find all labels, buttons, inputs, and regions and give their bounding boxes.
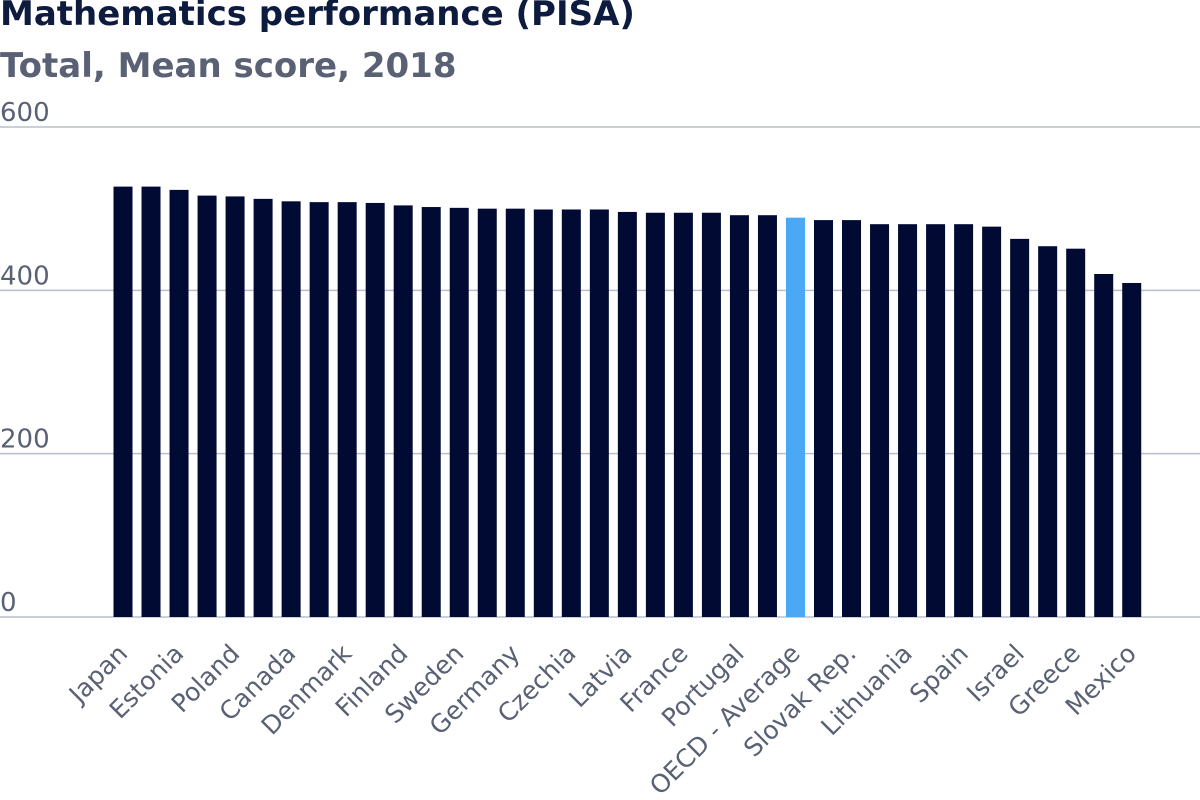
chart-subtitle: Total, Mean score, 2018 xyxy=(0,46,457,86)
bar xyxy=(533,209,553,617)
bar xyxy=(982,226,1002,617)
bar xyxy=(253,198,273,617)
bar xyxy=(842,220,862,617)
bar xyxy=(926,224,946,617)
bar xyxy=(225,196,245,617)
bar xyxy=(870,224,890,617)
bar xyxy=(337,202,357,617)
bar xyxy=(561,209,581,617)
bar xyxy=(1066,248,1086,617)
bar xyxy=(757,215,777,617)
y-tick-label: 0 xyxy=(0,588,17,618)
bar xyxy=(505,208,525,617)
bar xyxy=(421,207,441,618)
bar xyxy=(113,186,133,617)
bar xyxy=(729,215,749,617)
bar xyxy=(898,224,918,617)
bar xyxy=(673,212,693,617)
y-tick-label: 600 xyxy=(0,98,50,128)
bar xyxy=(1038,246,1058,617)
bar xyxy=(477,208,497,617)
bar xyxy=(281,201,301,618)
bar xyxy=(197,195,217,617)
bar xyxy=(1122,282,1142,617)
bars xyxy=(113,186,1142,618)
bar xyxy=(169,189,189,617)
category-labels: JapanEstoniaPolandCanadaDenmarkFinlandSw… xyxy=(62,638,1142,800)
bar xyxy=(141,186,161,617)
bar xyxy=(645,212,665,617)
bar xyxy=(393,205,413,617)
bar xyxy=(309,202,329,617)
y-tick-label: 400 xyxy=(0,261,50,291)
x-tick-label: Spain xyxy=(904,639,974,709)
bar xyxy=(954,224,974,617)
bar xyxy=(449,207,469,617)
bar xyxy=(814,220,833,617)
bar xyxy=(365,202,385,617)
bar xyxy=(701,212,721,617)
chart-title: Mathematics performance (PISA) xyxy=(0,0,635,34)
bar xyxy=(617,211,637,617)
y-tick-label: 200 xyxy=(0,425,50,455)
bar xyxy=(1094,274,1114,617)
bar xyxy=(589,209,609,617)
bar-highlight xyxy=(785,217,805,617)
bar xyxy=(1010,238,1030,617)
